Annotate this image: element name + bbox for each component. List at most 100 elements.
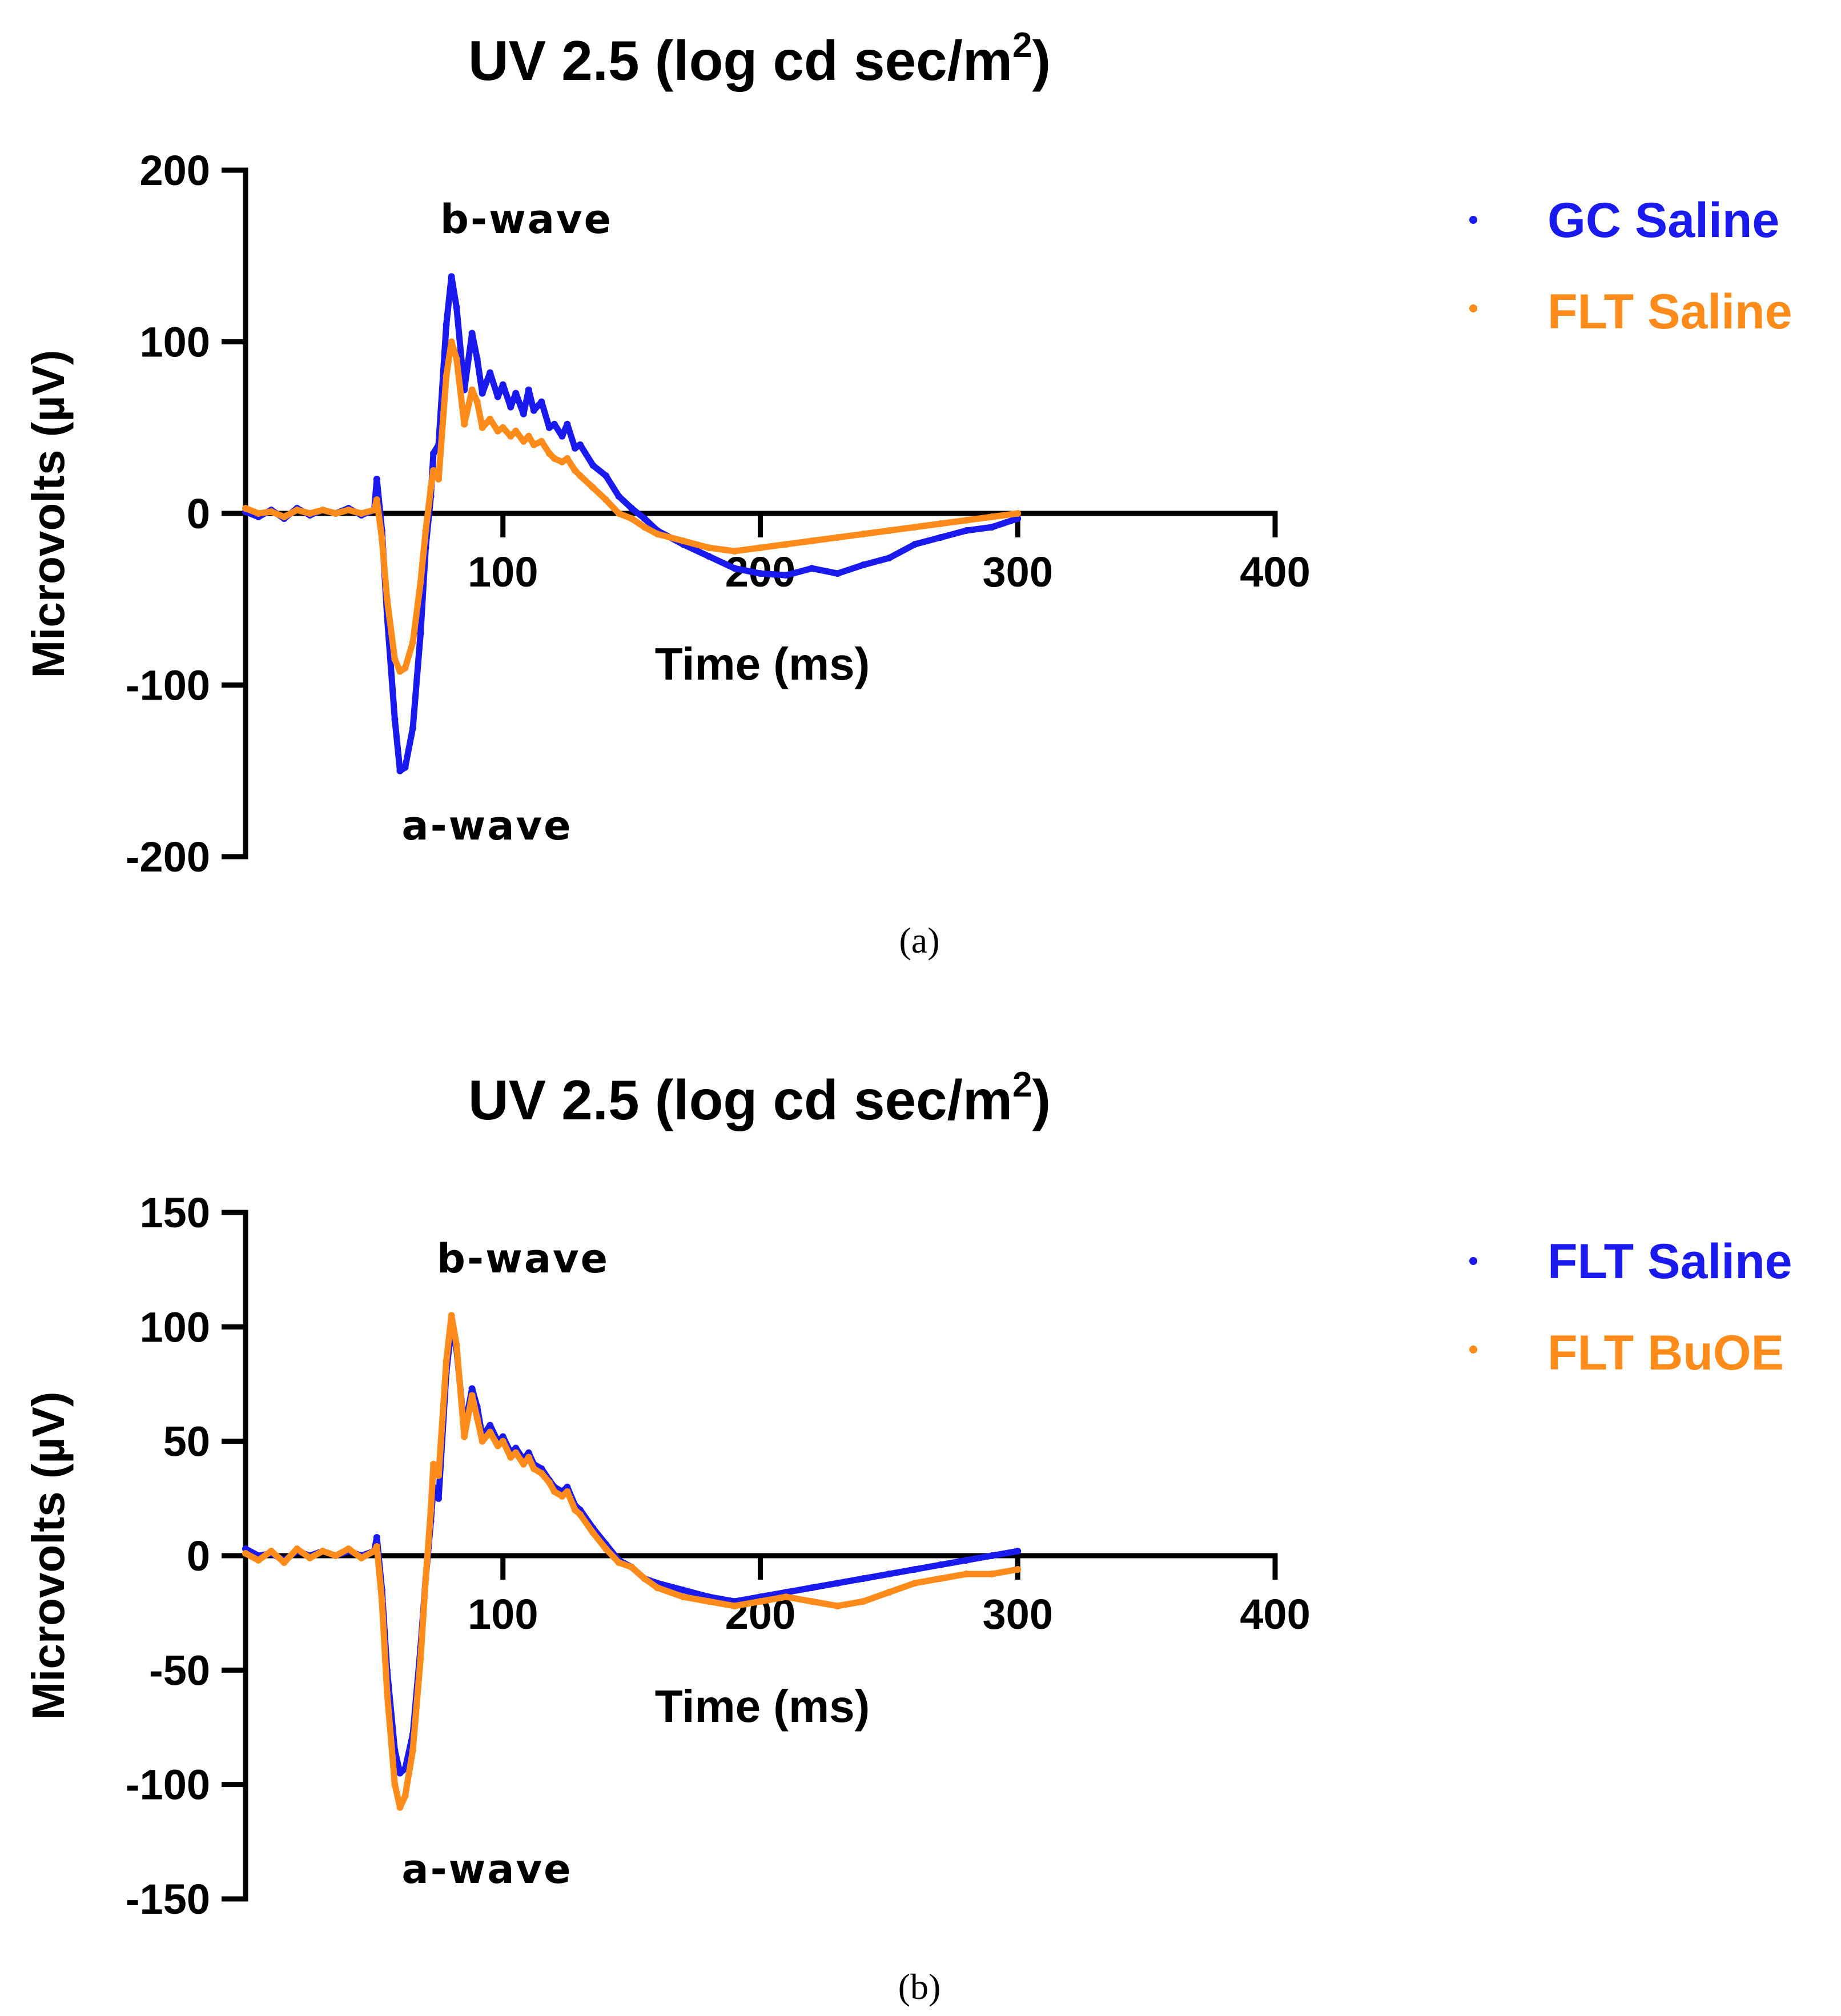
chart-a-series-0-point — [834, 570, 841, 577]
chart-b-series-0-point — [834, 1580, 841, 1587]
chart-b-series-1-point — [859, 1598, 867, 1605]
chart-a-series-1-point — [345, 506, 352, 513]
chart-a-series-0-point — [520, 410, 527, 417]
chart-a-x-tick-label: 400 — [1240, 548, 1310, 596]
chart-a-series-0-point — [499, 381, 507, 388]
chart-a-series-1-point — [443, 372, 450, 380]
chart-b-y-tick-label: -150 — [126, 1876, 210, 1923]
chart-a-panel-label: (a) — [899, 920, 939, 961]
chart-a-series-0-point — [430, 449, 437, 457]
chart-a-series-1-point — [859, 531, 867, 538]
chart-b-series-1-point — [461, 1433, 468, 1440]
chart-a-series-1-point — [589, 484, 597, 491]
chart-b-series-1-point — [494, 1442, 501, 1449]
chart-b-series-1-point — [520, 1460, 527, 1468]
chart-a-a-wave-annotation: a-wave — [401, 802, 572, 849]
chart-a-series-0-point — [589, 461, 597, 469]
chart-a-series-1-point — [268, 508, 275, 515]
chart-a-series-1-point — [332, 510, 339, 517]
chart-b-y-tick-label: 150 — [140, 1189, 210, 1236]
chart-a-series-0-point — [558, 432, 566, 440]
chart-b-series-1-point — [911, 1580, 918, 1587]
chart-b-series-0-point — [808, 1584, 815, 1592]
chart-b-series-1-point — [782, 1593, 790, 1601]
chart-b-series-1-point — [473, 1415, 481, 1422]
chart-b-y-axis-label: Microvolts (µV) — [23, 1391, 74, 1720]
chart-b: UV 2.5 (log cd sec/m2) 150 100 50 0 -50 -100 -… — [23, 1065, 1792, 2007]
chart-b-series-1-point — [427, 1506, 435, 1513]
chart-a-series-1-point — [430, 467, 437, 474]
chart-b-series-1-point — [373, 1543, 380, 1550]
chart-a-series-1-point — [422, 527, 429, 535]
chart-b-series-1-point — [357, 1555, 365, 1562]
chart-a-series-1-point — [383, 596, 391, 603]
chart-b-title: UV 2.5 (log cd sec/m2) — [468, 1065, 1051, 1131]
chart-a-series-1-point — [473, 398, 481, 405]
chart-a-series-0-point — [564, 420, 571, 428]
chart-a-series-1-point — [401, 664, 409, 672]
chart-b-series-flt-saline-line — [242, 1323, 1021, 1777]
chart-b-y-tick-label: 100 — [140, 1303, 210, 1351]
chart-b-series-1-point — [615, 1559, 622, 1567]
chart-a-series-1-point — [576, 472, 584, 479]
chart-a-series-1-point — [808, 537, 815, 545]
chart-a-series-1-point — [988, 513, 996, 521]
chart-a-series-1-point — [461, 420, 468, 428]
chart-a-series-0-point — [988, 524, 996, 531]
chart-b-x-tick-label: 100 — [468, 1591, 538, 1638]
chart-b-series-1-point — [391, 1781, 399, 1788]
chart-b-series-0-point — [988, 1552, 996, 1559]
chart-a-series-0-point — [448, 273, 455, 280]
chart-b-series-1-point — [731, 1603, 738, 1610]
chart-a-series-1-point — [409, 638, 416, 646]
chart-a-series-0-point — [731, 565, 738, 572]
chart-a-series-1-point — [499, 424, 507, 431]
chart-b-series-1-point — [937, 1575, 944, 1583]
chart-b-series-0-point — [396, 1769, 404, 1777]
chart-a-series-1-point — [680, 537, 687, 545]
chart-a-series-1-point — [525, 432, 532, 440]
chart-b-y-tick-label: -50 — [149, 1646, 210, 1694]
chart-a-series-0-point — [507, 403, 514, 411]
chart-b-legend: FLT Saline FLT BuOE — [1469, 1234, 1792, 1380]
chart-b-series-1-point — [448, 1312, 455, 1319]
chart-a-series-0-point — [401, 764, 409, 771]
chart-b-series-1-point — [1014, 1566, 1022, 1573]
chart-a-y-axis-label: Microvolts (µV) — [23, 350, 74, 678]
chart-a-series-0-point — [628, 504, 636, 512]
chart-b-series-1-point — [468, 1392, 476, 1399]
chart-b-series-1-point — [430, 1460, 437, 1468]
chart-a-series-0-point — [545, 424, 553, 431]
chart-b-series-1-point — [680, 1593, 687, 1601]
chart-b-series-1-point — [602, 1545, 610, 1552]
chart-a-series-0-point — [373, 475, 380, 483]
chart-a-legend: GC Saline FLT Saline — [1469, 193, 1792, 339]
chart-b-b-wave-annotation: b-wave — [437, 1235, 609, 1282]
chart-b-series-1-point — [294, 1545, 301, 1552]
chart-b-series-1-point — [242, 1549, 249, 1557]
chart-a-series-1-point — [435, 475, 443, 483]
chart-a-series-0-point — [494, 393, 501, 400]
chart-b-series-1-point — [757, 1598, 764, 1605]
chart-a-series-0-point — [911, 541, 918, 548]
chart-b-series-0-point — [468, 1385, 476, 1392]
chart-b-series-1-point — [628, 1564, 636, 1571]
chart-b-series-1-point — [530, 1465, 537, 1472]
chart-a-y-tick-label: -100 — [126, 662, 210, 709]
chart-b-series-1-point — [576, 1511, 584, 1518]
chart-b-series-1-point — [396, 1804, 404, 1811]
chart-a-series-0-point — [417, 630, 424, 637]
chart-b-x-tick-label: 400 — [1240, 1591, 1310, 1638]
chart-a-series-1-point — [487, 415, 494, 423]
chart-a-series-0-point — [757, 570, 764, 577]
chart-a-legend-marker-0 — [1469, 216, 1477, 224]
chart-b-legend-label-0: FLT Saline — [1547, 1234, 1792, 1289]
chart-b-series-0-point — [1014, 1547, 1022, 1555]
chart-a-series-1-point — [564, 455, 571, 462]
chart-a-series-0-point — [782, 572, 790, 579]
chart-a-series-0-point — [473, 355, 481, 363]
chart-a-series-0-point — [487, 369, 494, 376]
chart-a-series-1-point — [731, 548, 738, 555]
chart-a-series-1-point — [371, 506, 378, 513]
